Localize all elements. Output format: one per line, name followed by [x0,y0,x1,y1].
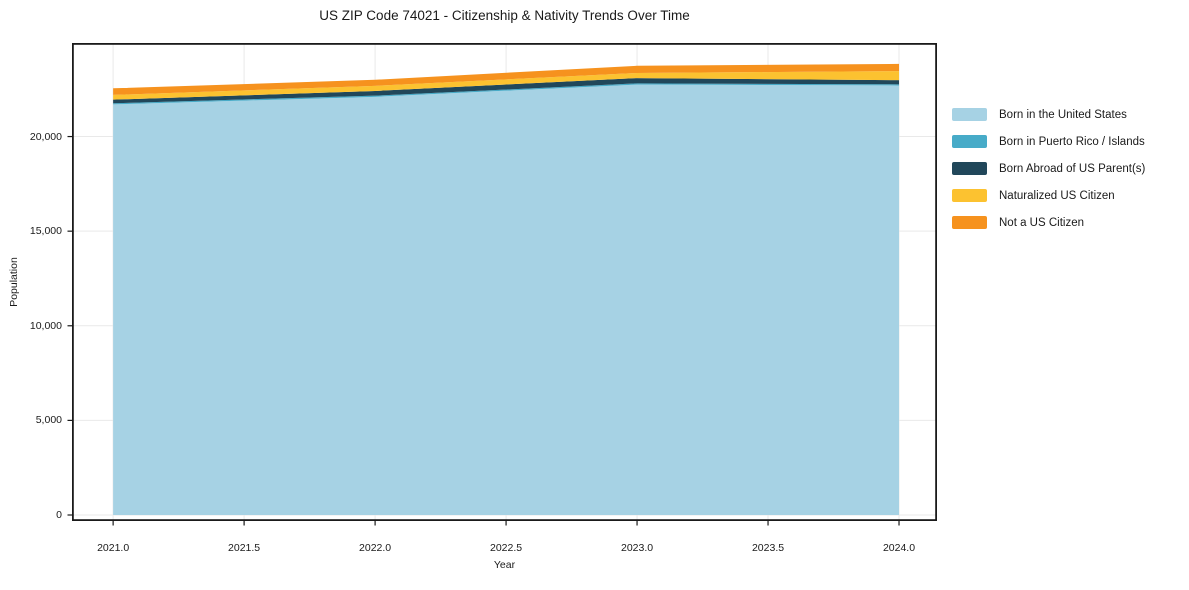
y-tick-label: 15,000 [29,225,62,238]
plot-border [71,42,938,522]
legend-label: Born in Puerto Rico / Islands [999,135,1145,148]
y-tick-label: 5,000 [35,414,62,427]
legend-item: Naturalized US Citizen [952,182,1145,209]
legend-swatch [952,135,987,148]
legend-item: Born Abroad of US Parent(s) [952,155,1145,182]
legend-swatch [952,216,987,229]
x-tick-label: 2022.5 [490,542,523,554]
legend-label: Naturalized US Citizen [999,189,1115,202]
legend-item: Not a US Citizen [952,209,1145,236]
chart-title: US ZIP Code 74021 - Citizenship & Nativi… [319,8,690,23]
legend: Born in the United States Born in Puerto … [952,101,1145,236]
x-tick-label: 2024.0 [882,542,916,554]
legend-swatch [952,108,987,121]
legend-swatch [952,189,987,202]
x-tick-label: 2022.0 [359,542,392,554]
y-tick-label: 0 [56,509,62,521]
legend-label: Born in the United States [999,108,1127,121]
x-tick-label: 2023.0 [620,542,654,554]
legend-label: Born Abroad of US Parent(s) [999,162,1146,175]
x-tick-label: 2021.0 [97,542,130,554]
x-axis-label: Year [493,559,516,571]
area-series [113,63,900,95]
legend-swatch [952,162,987,175]
y-tick-label: 10,000 [29,319,62,332]
x-tick-label: 2021.5 [228,542,261,554]
area-series [113,84,900,515]
x-tick-label: 2023.5 [751,542,785,554]
y-tick-label: 20,000 [29,130,62,143]
area-series [113,71,900,100]
legend-item: Born in the United States [952,101,1145,128]
plot-area [67,42,938,526]
y-axis-label: Population [8,257,20,307]
area-series [113,78,900,104]
legend-item: Born in Puerto Rico / Islands [952,128,1145,155]
legend-label: Not a US Citizen [999,216,1085,229]
